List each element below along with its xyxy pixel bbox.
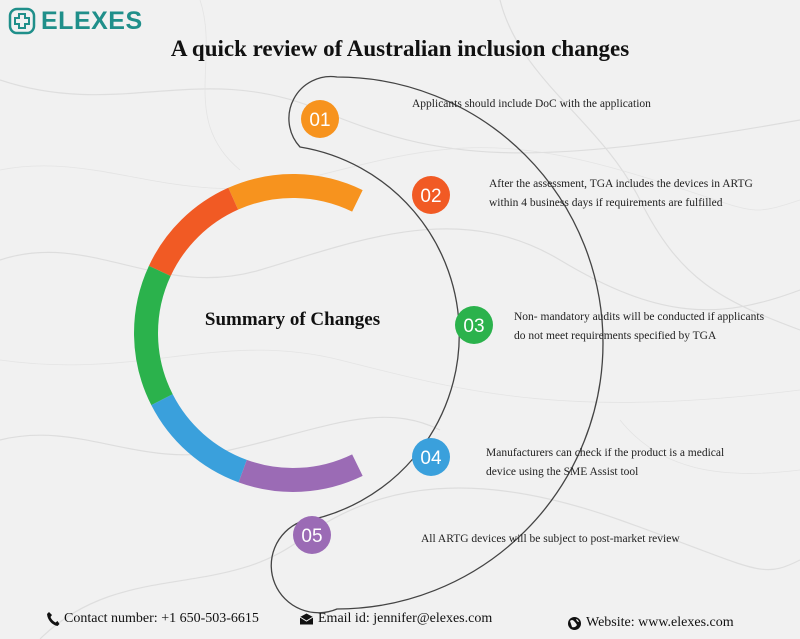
step-01-text: Applicants should include DoC with the a… bbox=[412, 95, 651, 114]
step-02-number: 02 bbox=[420, 186, 441, 207]
footer-email-label: Email id: jennifer@elexes.com bbox=[318, 611, 493, 626]
page-title: A quick review of Australian inclusion c… bbox=[170, 36, 630, 61]
step-02-badge: 02 bbox=[412, 176, 450, 214]
footer-website[interactable]: Website: www.elexes.com bbox=[567, 615, 734, 631]
ring-segment-02 bbox=[148, 187, 239, 277]
step-04-text: Manufacturers can check if the product i… bbox=[486, 444, 724, 482]
medical-cross-icon bbox=[8, 7, 36, 35]
step-04-line-2: device using the SME Assist tool bbox=[486, 466, 639, 478]
ring-segment-05 bbox=[238, 454, 363, 492]
step-02-line-2: within 4 business days if requirements a… bbox=[489, 197, 723, 209]
step-02-text: After the assessment, TGA includes the d… bbox=[489, 175, 753, 213]
step-04-line-1: Manufacturers can check if the product i… bbox=[486, 447, 725, 459]
step-03-badge: 03 bbox=[455, 306, 493, 344]
step-03-text: Non- mandatory audits will be conducted … bbox=[514, 308, 764, 346]
step-02-line-1: After the assessment, TGA includes the d… bbox=[489, 178, 753, 190]
brand-logo[interactable]: ELEXES bbox=[8, 6, 143, 36]
footer-contact-label: Contact number: +1 650-503-6615 bbox=[64, 611, 259, 626]
ring-segment-01 bbox=[228, 174, 363, 212]
footer-website-label: Website: www.elexes.com bbox=[586, 615, 734, 630]
center-label: Summary of Changes bbox=[204, 309, 381, 330]
footer-email[interactable]: Email id: jennifer@elexes.com bbox=[299, 611, 492, 627]
ring-segment-04 bbox=[151, 393, 248, 483]
phone-icon bbox=[47, 612, 60, 626]
step-03-line-2: do not meet requirements specified by TG… bbox=[514, 330, 717, 342]
step-04-number: 04 bbox=[420, 448, 442, 469]
ring-segment-03 bbox=[134, 265, 173, 406]
step-05-number: 05 bbox=[301, 526, 322, 547]
step-05-circle bbox=[293, 516, 331, 554]
step-05-text: All ARTG devices will be subject to post… bbox=[421, 530, 680, 549]
step-03-number: 03 bbox=[463, 316, 484, 337]
footer-contact[interactable]: Contact number: +1 650-503-6615 bbox=[46, 611, 259, 627]
step-01-number: 01 bbox=[309, 110, 330, 131]
step-03-circle bbox=[455, 306, 493, 344]
timeline-track bbox=[270, 75, 604, 614]
envelope-icon bbox=[299, 613, 314, 625]
step-01-badge: 01 bbox=[301, 100, 339, 138]
step-01-line-1: Applicants should include DoC with the a… bbox=[412, 98, 651, 110]
brand-name: ELEXES bbox=[41, 6, 143, 35]
step-05-line-1: All ARTG devices will be subject to post… bbox=[421, 533, 680, 545]
step-04-circle bbox=[412, 438, 450, 476]
step-01-circle bbox=[301, 100, 339, 138]
step-05-badge: 05 bbox=[293, 516, 331, 554]
step-03-line-1: Non- mandatory audits will be conducted … bbox=[514, 311, 765, 323]
globe-icon bbox=[568, 616, 581, 630]
step-02-circle bbox=[412, 176, 450, 214]
step-04-badge: 04 bbox=[412, 438, 450, 476]
